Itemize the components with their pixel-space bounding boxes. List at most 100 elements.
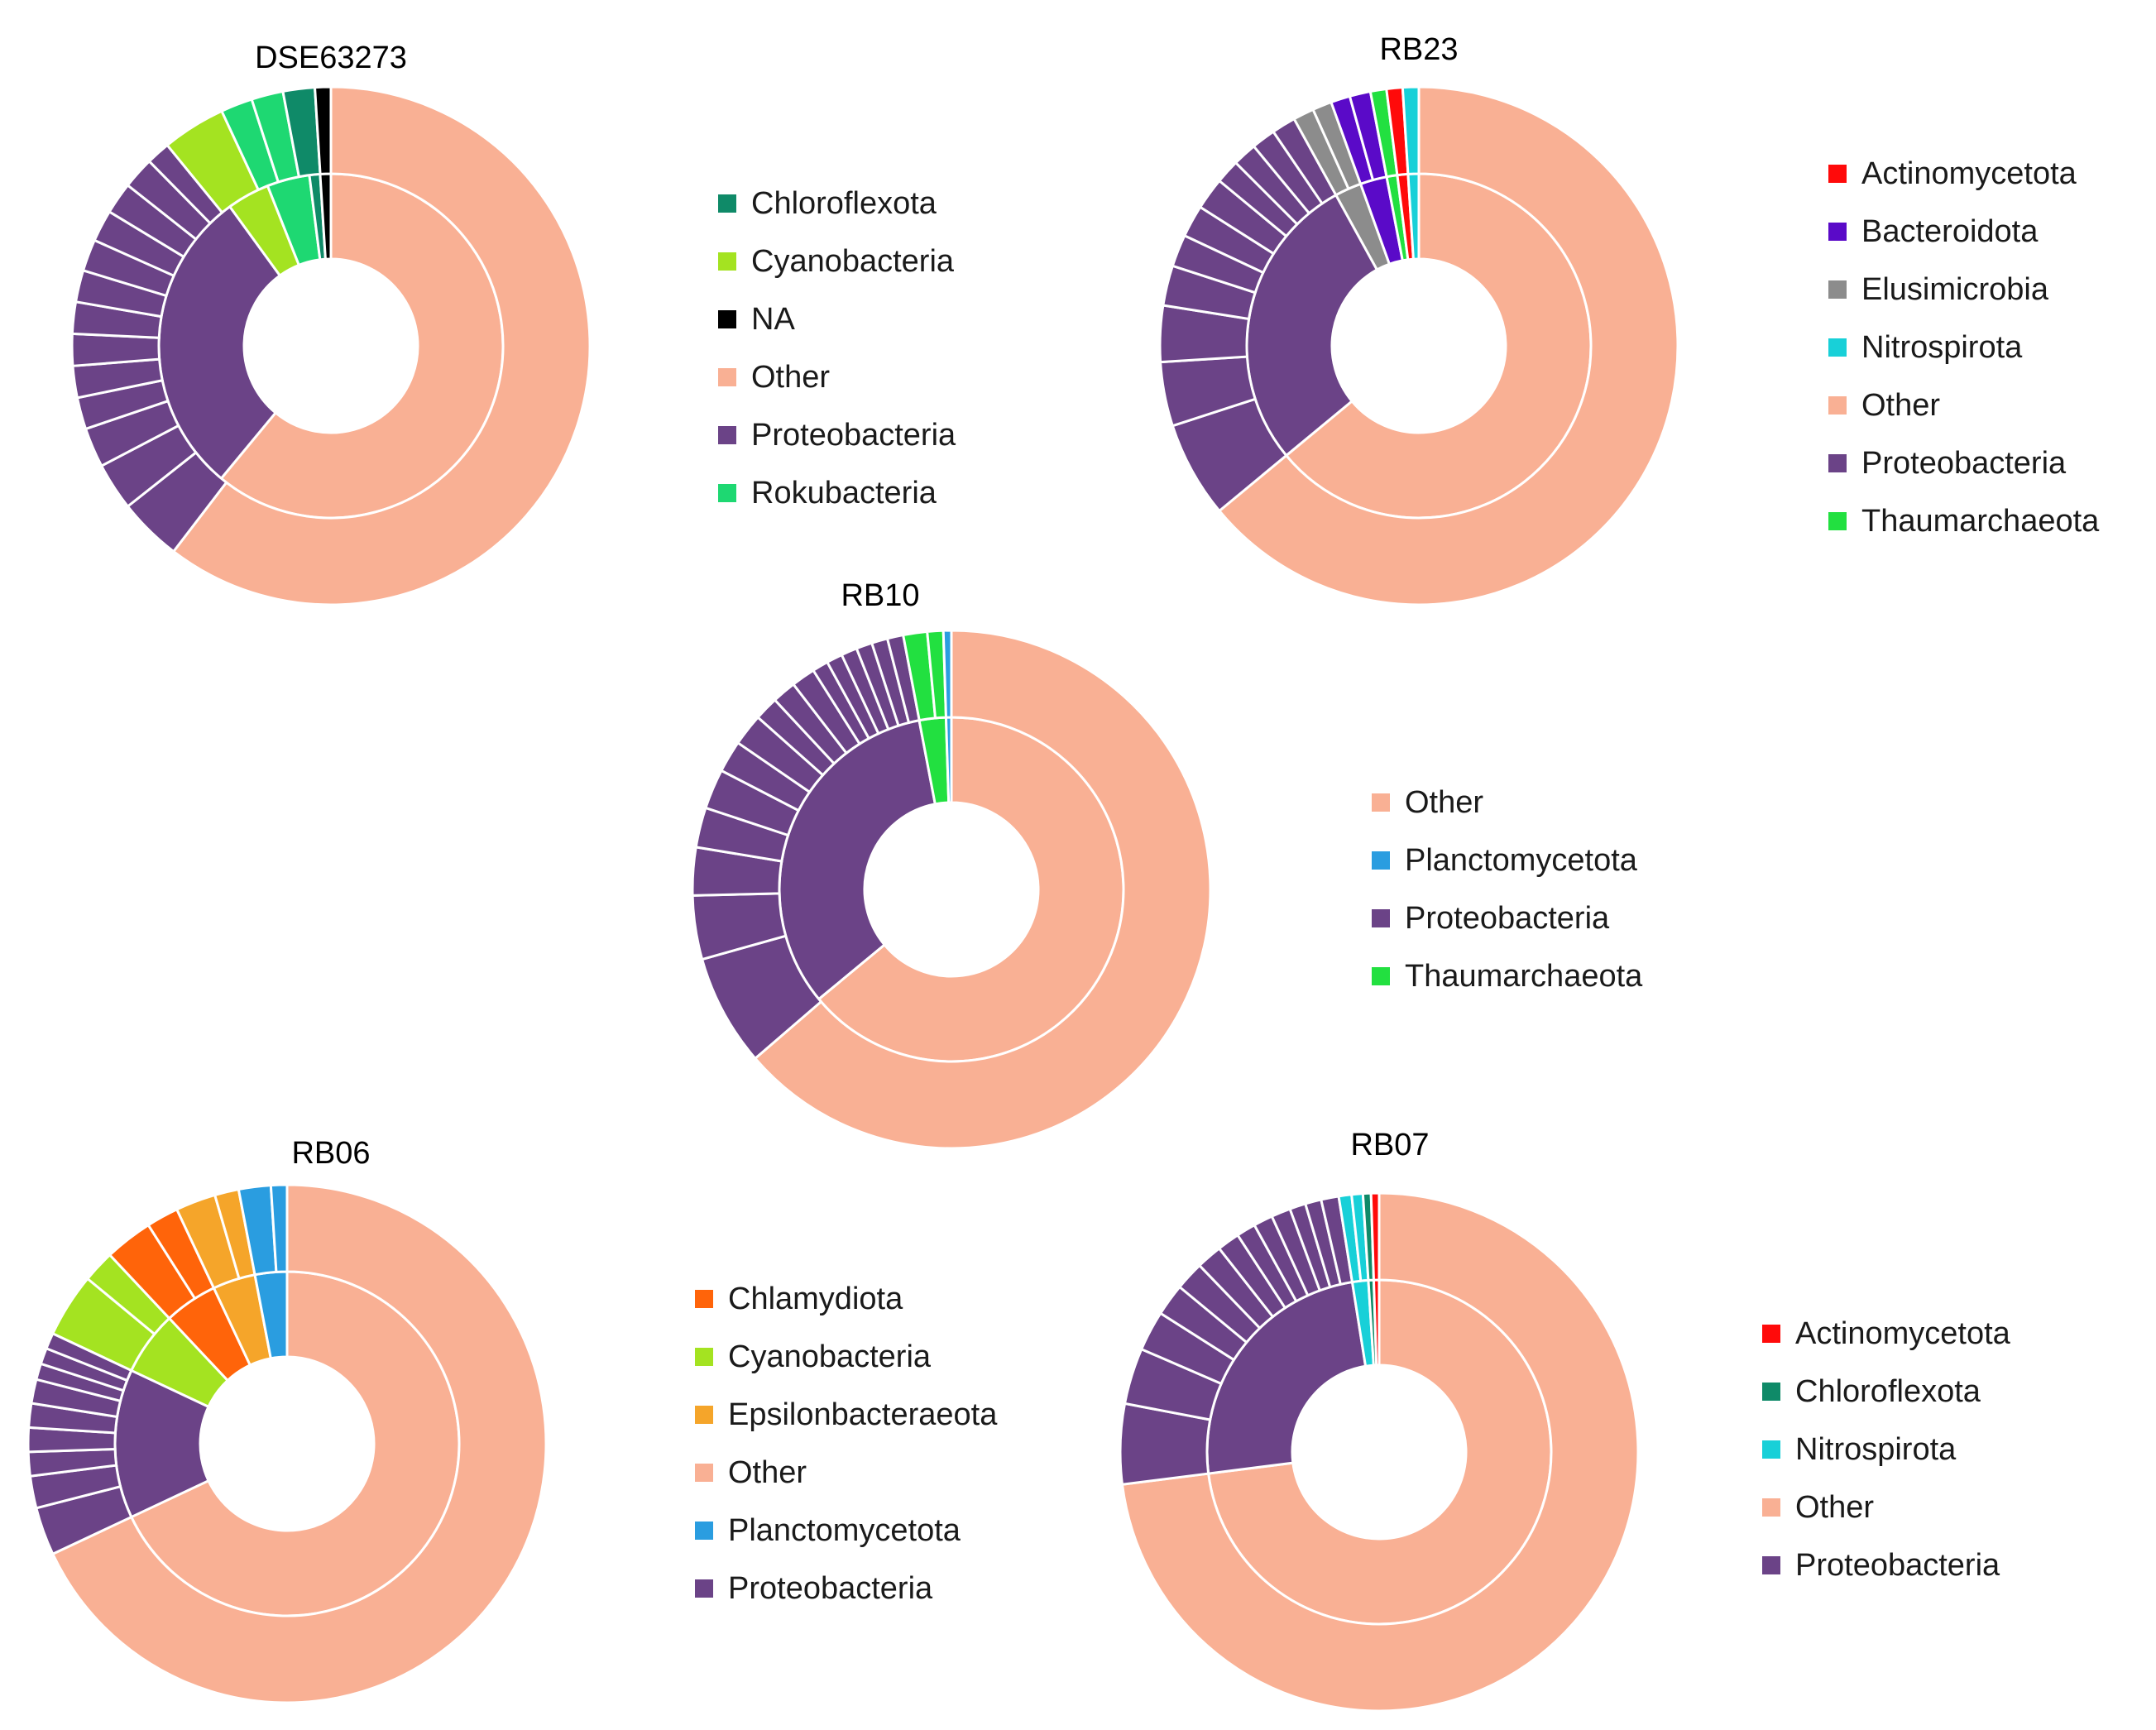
outer-slice-na bbox=[313, 85, 333, 175]
legend-swatch bbox=[718, 426, 736, 444]
legend-swatch bbox=[1828, 396, 1847, 415]
panel-rb10: RB10 Other Planctomycetota Proteobacteria T… bbox=[691, 578, 1643, 1150]
outer-slice-planctomycetota bbox=[269, 1183, 289, 1274]
outer-slice-planctomycetota bbox=[941, 629, 953, 719]
legend-label: Chlamydiota bbox=[728, 1282, 903, 1316]
legend: Chloroflexota Cyanobacteria NA Other Proteob… bbox=[718, 186, 956, 510]
legend-swatch bbox=[718, 484, 736, 502]
legend-label: Cyanobacteria bbox=[728, 1339, 932, 1374]
legend-item-nitrospirota: Nitrospirota bbox=[1828, 330, 2023, 365]
legend-label: Proteobacteria bbox=[728, 1571, 933, 1606]
legend-item-other: Other bbox=[1828, 388, 1940, 423]
legend-label: Other bbox=[1405, 785, 1483, 820]
legend-item-chlamydiota: Chlamydiota bbox=[695, 1282, 903, 1316]
donut-chart bbox=[70, 85, 592, 606]
legend-label: Epsilonbacteraeota bbox=[728, 1397, 998, 1432]
legend-swatch bbox=[1372, 967, 1390, 985]
legend-label: NA bbox=[751, 302, 795, 337]
outer-slice-other bbox=[1217, 85, 1679, 606]
legend-swatch bbox=[1828, 454, 1847, 472]
outer-slice-other bbox=[50, 1183, 548, 1704]
legend-item-planctomycetota: Planctomycetota bbox=[1372, 843, 1638, 878]
legend-label: Nitrospirota bbox=[1861, 330, 2023, 365]
panel-dse63273: DSE63273 Chloroflexota Cyanobacteria NA Oth… bbox=[70, 41, 956, 606]
legend-swatch bbox=[1372, 909, 1390, 927]
legend-label: Nitrospirota bbox=[1795, 1432, 1957, 1467]
legend-label: Elusimicrobia bbox=[1861, 272, 2049, 307]
legend-swatch bbox=[718, 252, 736, 271]
legend-label: Bacteroidota bbox=[1861, 214, 2039, 249]
legend: Actinomycetota Chloroflexota Nitrospirota O… bbox=[1762, 1316, 2011, 1583]
legend-label: Chloroflexota bbox=[751, 186, 937, 221]
donut-chart bbox=[1119, 1191, 1640, 1713]
legend-swatch bbox=[1828, 512, 1847, 530]
legend-item-cyanobacteria: Cyanobacteria bbox=[695, 1339, 932, 1374]
legend-item-other: Other bbox=[695, 1455, 807, 1490]
legend-label: Cyanobacteria bbox=[751, 244, 955, 279]
legend-swatch bbox=[1828, 280, 1847, 299]
legend-label: Proteobacteria bbox=[1795, 1548, 2000, 1583]
chart-title: RB07 bbox=[1350, 1128, 1429, 1162]
legend-item-proteobacteria: Proteobacteria bbox=[1828, 446, 2067, 481]
legend-label: Actinomycetota bbox=[1861, 156, 2077, 191]
chart-title: RB06 bbox=[291, 1136, 370, 1171]
legend-swatch bbox=[1372, 793, 1390, 812]
legend-item-proteobacteria: Proteobacteria bbox=[1762, 1548, 2000, 1583]
legend-item-na: NA bbox=[718, 302, 795, 337]
legend: Actinomycetota Bacteroidota Elusimicrobia N… bbox=[1828, 156, 2100, 539]
legend-label: Planctomycetota bbox=[1405, 843, 1638, 878]
legend-label: Proteobacteria bbox=[751, 418, 956, 453]
legend-swatch bbox=[1372, 851, 1390, 870]
outer-slice-other bbox=[753, 629, 1212, 1150]
legend-item-other: Other bbox=[1372, 785, 1483, 820]
legend-label: Other bbox=[751, 360, 830, 395]
legend: Chlamydiota Cyanobacteria Epsilonbacteraeo… bbox=[695, 1282, 998, 1606]
legend-item-planctomycetota: Planctomycetota bbox=[695, 1513, 961, 1548]
donut-chart bbox=[26, 1183, 548, 1704]
legend-swatch bbox=[1762, 1383, 1780, 1401]
legend-swatch bbox=[1762, 1440, 1780, 1459]
legend-swatch bbox=[695, 1579, 713, 1598]
chart-title: DSE63273 bbox=[255, 41, 407, 75]
legend-label: Thaumarchaeota bbox=[1405, 959, 1643, 994]
legend-label: Other bbox=[1861, 388, 1940, 423]
donut-chart bbox=[1158, 85, 1679, 606]
legend-swatch bbox=[695, 1348, 713, 1366]
legend-item-proteobacteria: Proteobacteria bbox=[718, 418, 956, 453]
panel-rb23: RB23 Actinomycetota Bacteroidota Elusimicr… bbox=[1158, 32, 2100, 606]
legend-item-thaumarchaeota: Thaumarchaeota bbox=[1828, 504, 2100, 539]
outer-slice-other bbox=[1120, 1191, 1640, 1713]
legend-item-bacteroidota: Bacteroidota bbox=[1828, 214, 2039, 249]
legend-item-chloroflexota: Chloroflexota bbox=[718, 186, 937, 221]
legend-item-elusimicrobia: Elusimicrobia bbox=[1828, 272, 2049, 307]
legend-label: Other bbox=[1795, 1490, 1874, 1525]
legend-swatch bbox=[1762, 1556, 1780, 1574]
legend-item-proteobacteria: Proteobacteria bbox=[1372, 901, 1610, 936]
legend-swatch bbox=[718, 310, 736, 328]
legend-label: Proteobacteria bbox=[1861, 446, 2067, 481]
legend-label: Other bbox=[728, 1455, 807, 1490]
legend-item-epsilonbacteraeota: Epsilonbacteraeota bbox=[695, 1397, 998, 1432]
legend-swatch bbox=[695, 1290, 713, 1308]
legend-label: Rokubacteria bbox=[751, 476, 937, 510]
donut-chart bbox=[691, 629, 1212, 1150]
legend-swatch bbox=[695, 1522, 713, 1540]
outer-slice-proteobacteria bbox=[70, 332, 161, 367]
legend-label: Planctomycetota bbox=[728, 1513, 961, 1548]
legend-item-nitrospirota: Nitrospirota bbox=[1762, 1432, 1957, 1467]
legend-item-proteobacteria: Proteobacteria bbox=[695, 1571, 933, 1606]
outer-slice-nitrospirota bbox=[1401, 85, 1421, 176]
legend-label: Actinomycetota bbox=[1795, 1316, 2011, 1351]
legend-label: Chloroflexota bbox=[1795, 1374, 1981, 1409]
legend-swatch bbox=[1828, 338, 1847, 357]
legend-swatch bbox=[718, 194, 736, 213]
legend-label: Proteobacteria bbox=[1405, 901, 1610, 936]
outer-slice-other bbox=[171, 85, 592, 606]
legend-swatch bbox=[1828, 165, 1847, 183]
legend-item-other: Other bbox=[1762, 1490, 1874, 1525]
panel-rb07: RB07 Actinomycetota Chloroflexota Nitrospi… bbox=[1119, 1128, 2011, 1713]
legend-item-actinomycetota: Actinomycetota bbox=[1828, 156, 2077, 191]
outer-slice-actinomycetota bbox=[1369, 1191, 1381, 1282]
legend-item-cyanobacteria: Cyanobacteria bbox=[718, 244, 955, 279]
legend: Other Planctomycetota Proteobacteria Thauma… bbox=[1372, 785, 1643, 994]
